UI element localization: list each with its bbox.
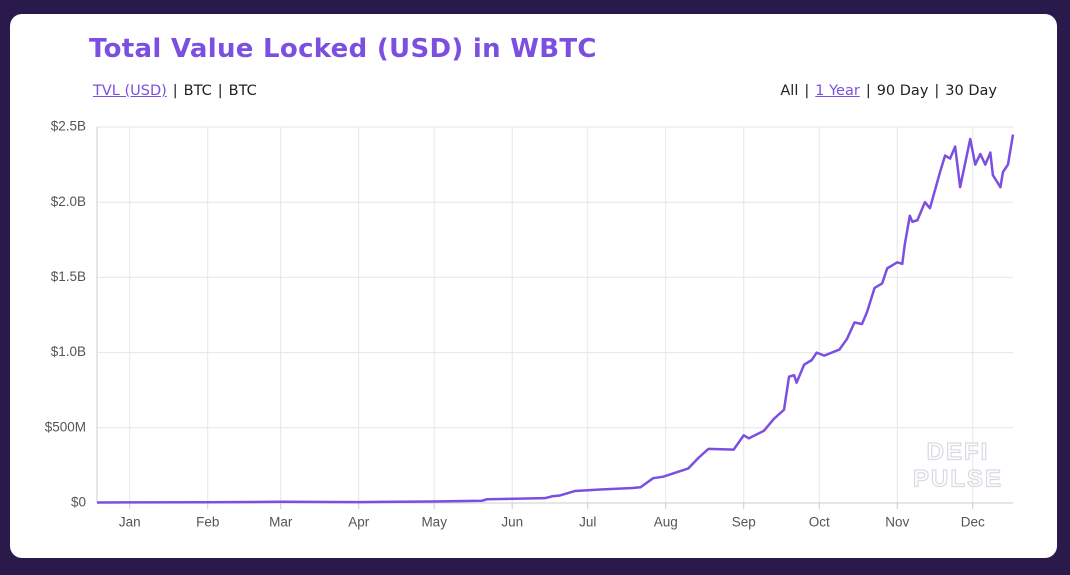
x-tick-label: Aug bbox=[654, 515, 678, 530]
x-tick-label: May bbox=[421, 515, 447, 530]
range-tabs: All | 1 Year | 90 Day | 30 Day bbox=[780, 83, 997, 99]
tab[interactable]: 30 Day bbox=[945, 83, 997, 99]
x-tick-label: Jan bbox=[119, 515, 141, 530]
x-tick-label: Mar bbox=[269, 515, 293, 530]
x-tick-label: Apr bbox=[348, 515, 370, 530]
y-tick-label: $1.0B bbox=[51, 344, 86, 359]
x-tick-label: Oct bbox=[809, 515, 830, 530]
separator: | bbox=[217, 83, 223, 99]
x-tick-label: Sep bbox=[732, 515, 756, 530]
x-tick-label: Nov bbox=[885, 515, 909, 530]
metric-tabs: TVL (USD) | BTC | BTC bbox=[93, 83, 257, 99]
tab[interactable]: TVL (USD) bbox=[93, 83, 167, 99]
watermark: PULSE bbox=[913, 465, 1003, 492]
tab[interactable]: All bbox=[780, 83, 799, 99]
tab[interactable]: 90 Day bbox=[876, 83, 929, 99]
separator: | bbox=[804, 83, 810, 99]
x-tick-label: Dec bbox=[961, 515, 985, 530]
separator: | bbox=[172, 83, 178, 99]
watermark: DEFI bbox=[927, 438, 990, 465]
card: Total Value Locked (USD) in WBTC TVL (US… bbox=[10, 14, 1057, 558]
tab[interactable]: BTC bbox=[183, 83, 212, 99]
chart-title: Total Value Locked (USD) in WBTC bbox=[89, 34, 597, 64]
y-tick-label: $500M bbox=[45, 419, 86, 434]
data-line bbox=[96, 134, 1015, 504]
separator: | bbox=[934, 83, 940, 99]
separator: | bbox=[865, 83, 871, 99]
x-tick-label: Jul bbox=[579, 515, 596, 530]
x-tick-label: Jun bbox=[501, 515, 523, 530]
tab[interactable]: BTC bbox=[228, 83, 257, 99]
x-tick-label: Feb bbox=[196, 515, 219, 530]
tab[interactable]: 1 Year bbox=[815, 83, 860, 99]
y-tick-label: $1.5B bbox=[51, 269, 86, 284]
y-tick-label: $2.0B bbox=[51, 194, 86, 209]
y-tick-label: $2.5B bbox=[51, 119, 86, 134]
y-tick-label: $0 bbox=[71, 495, 86, 510]
